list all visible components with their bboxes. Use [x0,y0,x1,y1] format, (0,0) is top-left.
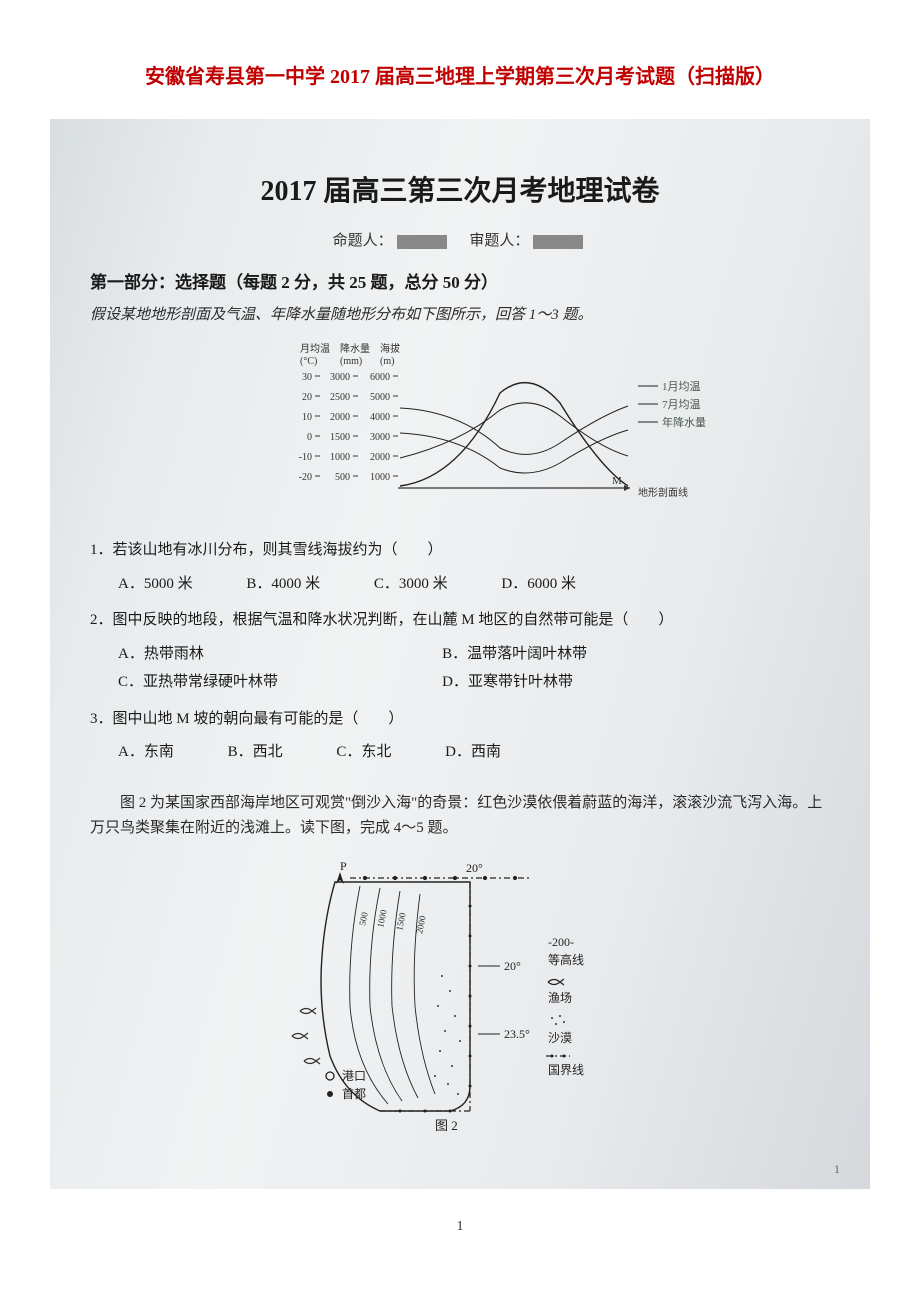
svg-text:2000: 2000 [370,452,390,463]
map-frame: P [336,859,347,884]
top-border [350,876,530,879]
contour-val-2: 1000 [375,908,389,928]
svg-text:7月均温: 7月均温 [662,398,701,411]
redacted-box [533,235,583,249]
svg-text:500: 500 [335,472,350,483]
svg-text:4000: 4000 [370,412,390,423]
svg-text:2000: 2000 [330,412,350,423]
lat-label-1: 20° [504,959,521,973]
svg-text:首都: 首都 [342,1087,366,1101]
svg-text:港口: 港口 [342,1069,366,1083]
svg-text:-10: -10 [299,452,312,463]
map-legend: -200- 等高线 渔场 沙漠 国界线 [546,935,584,1077]
fishery-symbols [292,1008,320,1064]
svg-text:1000: 1000 [330,452,350,463]
page-container: 安徽省寿县第一中学 2017 届高三地理上学期第三次月考试题（扫描版） 2017… [0,0,920,1275]
svg-text:等高线: 等高线 [548,952,584,967]
y1-unit: (°C) [300,356,317,367]
chart-1-svg: 月均温 降水量 海拔 (°C) (mm) (m) 30 20 10 0 -10 … [200,338,720,518]
capital-symbol [327,1091,333,1097]
svg-text:P: P [340,859,347,873]
author-label-2: 审题人： [469,233,529,249]
map-caption: 图 2 [435,1118,458,1133]
desert-dots [434,975,461,1095]
question-2: 2．图中反映的地段，根据气温和降水状况判断，在山麓 M 地区的自然带可能是（ ） [90,608,830,634]
y2-label: 降水量 [340,342,370,355]
q2-opt-c: C．亚热带常绿硬叶林带 [118,668,438,697]
svg-text:沙漠: 沙漠 [548,1031,572,1045]
port-symbol [326,1072,334,1080]
section-header: 第一部分：选择题（每题 2 分，共 25 题，总分 50 分） [90,268,830,293]
q1-opt-d: D．6000 米 [501,570,576,599]
q3-options: A．东南 B．西北 C．东北 D．西南 [118,738,830,767]
q3-opt-b: B．西北 [228,738,283,767]
scanned-content: 2017 届高三第三次月考地理试卷 命题人： 审题人： 第一部分：选择题（每题 … [50,119,870,1189]
q1-opt-a: A．5000 米 [118,570,193,599]
m-label: M [612,475,622,487]
map-container: P 20° [90,856,830,1136]
q2-opt-b: B．温带落叶阔叶林带 [442,640,762,669]
redacted-box [397,235,447,249]
y2-unit: (mm) [340,356,362,367]
q2-opt-a: A．热带雨林 [118,640,438,669]
terrain-line [400,383,628,486]
svg-text:3000: 3000 [370,432,390,443]
context-2: 图 2 为某国家西部海岸地区可观赏"倒沙入海"的奇景：红色沙漠依偎着蔚蓝的海洋，… [90,791,830,842]
q1-opt-b: B．4000 米 [246,570,320,599]
footer-page-number: 1 [50,1219,870,1235]
svg-text:渔场: 渔场 [548,991,572,1005]
svg-text:30: 30 [302,372,312,383]
question-3: 3．图中山地 M 坡的朝向最有可能的是（ ） [90,707,830,733]
q2-options: A．热带雨林 B．温带落叶阔叶林带 C．亚热带常绿硬叶林带 D．亚寒带针叶林带 [118,640,830,697]
q3-opt-d: D．西南 [445,738,501,767]
author-label-1: 命题人： [333,233,393,249]
svg-text:1500: 1500 [330,432,350,443]
contour-val-1: 500 [357,910,370,926]
q1-options: A．5000 米 B．4000 米 C．3000 米 D．6000 米 [118,570,830,599]
svg-text:20: 20 [302,392,312,403]
svg-text:3000: 3000 [330,372,350,383]
svg-text:5000: 5000 [370,392,390,403]
lon-label: 20° [466,861,483,875]
chart-legend: 1月均温 7月均温 年降水量 [638,380,706,429]
y3-unit: (m) [380,356,394,367]
scan-page-number: 1 [834,1162,840,1177]
y3-label: 海拔 [380,342,400,355]
svg-text:年降水量: 年降水量 [662,415,706,429]
svg-text:10: 10 [302,412,312,423]
svg-text:-20: -20 [299,472,312,483]
exam-title: 2017 届高三第三次月考地理试卷 [90,169,830,209]
precip-line [400,403,628,458]
svg-text:国界线: 国界线 [548,1063,584,1077]
q1-opt-c: C．3000 米 [374,570,448,599]
y-ticks: 30 20 10 0 -10 -20 3000 2500 2000 1500 1… [299,372,390,483]
map-svg: P 20° [270,856,650,1136]
svg-text:1000: 1000 [370,472,390,483]
svg-text:0: 0 [307,432,312,443]
svg-text:-200-: -200- [548,935,574,949]
chart-1-container: 月均温 降水量 海拔 (°C) (mm) (m) 30 20 10 0 -10 … [90,338,830,518]
x-axis-label: 地形剖面线 [638,486,688,499]
svg-text:2500: 2500 [330,392,350,403]
contour-val-4: 2000 [414,914,428,934]
q3-opt-c: C．东北 [336,738,391,767]
q2-opt-d: D．亚寒带针叶林带 [442,668,762,697]
lat-label-2: 23.5° [504,1027,530,1041]
y1-label: 月均温 [300,343,330,355]
question-1: 1．若该山地有冰川分布，则其雪线海拔约为（ ） [90,538,830,564]
document-title: 安徽省寿县第一中学 2017 届高三地理上学期第三次月考试题（扫描版） [50,60,870,89]
context-text: 假设某地地形剖面及气温、年降水量随地形分布如下图所示，回答 1～3 题。 [90,303,830,324]
author-line: 命题人： 审题人： [90,229,830,250]
svg-text:1月均温: 1月均温 [662,380,701,393]
q3-opt-a: A．东南 [118,738,174,767]
svg-text:6000: 6000 [370,372,390,383]
